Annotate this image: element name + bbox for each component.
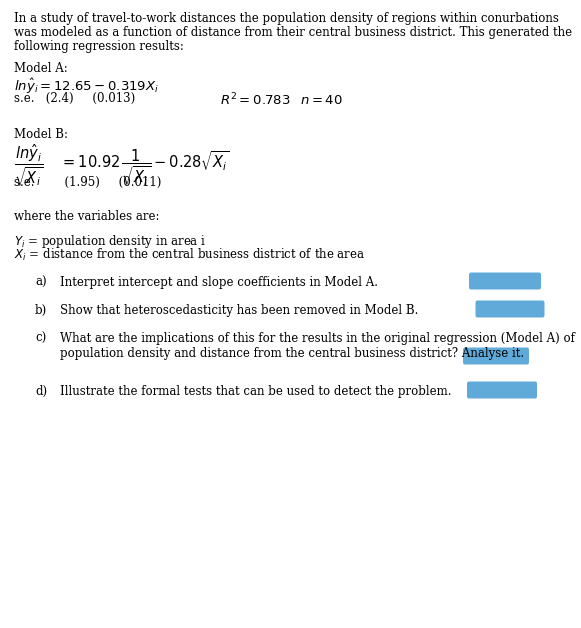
Text: $Y_i$ = population density in area i: $Y_i$ = population density in area i [14,233,206,250]
Text: Illustrate the formal tests that can be used to detect the problem.: Illustrate the formal tests that can be … [60,385,451,398]
Text: s.e.   (2.4)     (0.013): s.e. (2.4) (0.013) [14,92,135,105]
Text: where the variables are:: where the variables are: [14,210,160,223]
Text: was modeled as a function of distance from their central business district. This: was modeled as a function of distance fr… [14,26,572,39]
Text: a): a) [35,276,46,289]
FancyBboxPatch shape [475,301,544,318]
Text: s.e.        (1.95)     (0.011): s.e. (1.95) (0.011) [14,176,162,189]
Text: $\dfrac{ln\hat{y}_i}{\sqrt{X_i}}$: $\dfrac{ln\hat{y}_i}{\sqrt{X_i}}$ [14,143,43,189]
Text: In a study of travel-to-work distances the population density of regions within : In a study of travel-to-work distances t… [14,12,559,25]
Text: Model B:: Model B: [14,128,68,141]
Text: $= 10.92\,\dfrac{1}{\sqrt{X_i}} - 0.28\sqrt{X_i}$: $= 10.92\,\dfrac{1}{\sqrt{X_i}} - 0.28\s… [60,148,230,188]
FancyBboxPatch shape [463,347,529,364]
Text: $ln\hat{y}_i = 12.65 - 0.319X_i$: $ln\hat{y}_i = 12.65 - 0.319X_i$ [14,77,159,96]
Text: b): b) [35,304,47,317]
Text: Interpret intercept and slope coefficients in Model A.: Interpret intercept and slope coefficien… [60,276,378,289]
Text: d): d) [35,385,47,398]
FancyBboxPatch shape [467,381,537,399]
Text: Model A:: Model A: [14,62,68,75]
FancyBboxPatch shape [469,273,541,290]
Text: $X_i$ = distance from the central business district of the area: $X_i$ = distance from the central busine… [14,247,365,263]
Text: population density and distance from the central business district? Analyse it.: population density and distance from the… [60,347,524,360]
Text: Show that heteroscedasticity has been removed in Model B.: Show that heteroscedasticity has been re… [60,304,418,317]
Text: $R^2 = 0.783\;\;\;n = 40$: $R^2 = 0.783\;\;\;n = 40$ [220,92,343,109]
Text: c): c) [35,332,46,345]
Text: following regression results:: following regression results: [14,40,184,53]
Text: What are the implications of this for the results in the original regression (Mo: What are the implications of this for th… [60,332,575,345]
